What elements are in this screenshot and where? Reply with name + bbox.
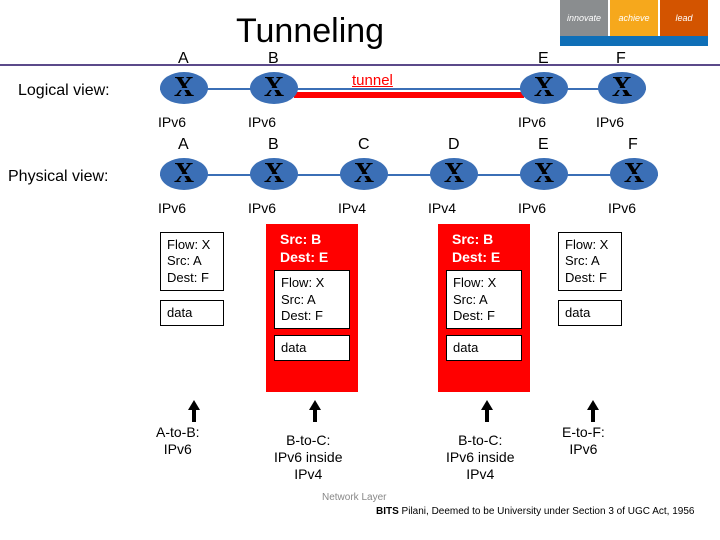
encapsulated-packet: Src: BDest: EFlow: XSrc: ADest: F data: [266, 224, 358, 392]
router-letter: B: [268, 50, 279, 68]
header-rule: [0, 64, 720, 66]
router-letter: C: [358, 136, 370, 154]
packet-flow-box: data: [558, 300, 622, 326]
brand-tabs: innovateachievelead: [560, 0, 708, 36]
footer-layer: Network Layer: [322, 492, 386, 503]
proto-label: IPv6: [608, 200, 636, 216]
proto-label: IPv6: [248, 114, 276, 130]
logical-view-label: Logical view:: [18, 82, 110, 100]
link-line: [160, 174, 658, 176]
footer-bits: BITS Pilani, Deemed to be University und…: [376, 506, 695, 517]
packet-flow-box: Flow: XSrc: ADest: F: [558, 232, 622, 291]
link-line: [160, 88, 646, 90]
packet-flow-box: Flow: XSrc: ADest: F: [160, 232, 224, 291]
inner-flow-box: Flow: XSrc: ADest: F: [446, 270, 522, 329]
packet-caption: A-to-B:IPv6: [156, 424, 200, 458]
page-title: Tunneling: [236, 12, 384, 51]
brand-tab: achieve: [610, 0, 658, 36]
router-letter: E: [538, 136, 549, 154]
arrow-up-icon: [308, 400, 322, 422]
router-letter: F: [616, 50, 626, 68]
arrow-up-icon: [586, 400, 600, 422]
brand-accent: [560, 36, 708, 46]
proto-label: IPv6: [596, 114, 624, 130]
proto-label: IPv6: [158, 200, 186, 216]
arrow-up-icon: [480, 400, 494, 422]
brand-tab: innovate: [560, 0, 608, 36]
proto-label: IPv6: [158, 114, 186, 130]
router-letter: F: [628, 136, 638, 154]
packet-caption: B-to-C:IPv6 insideIPv4: [446, 432, 514, 482]
tunnel-label: tunnel: [352, 72, 393, 89]
brand-tab: lead: [660, 0, 708, 36]
proto-label: IPv6: [518, 200, 546, 216]
inner-flow-box: Flow: XSrc: ADest: F: [274, 270, 350, 329]
arrow-up-icon: [187, 400, 201, 422]
proto-label: IPv4: [338, 200, 366, 216]
router-letter: A: [178, 50, 189, 68]
router-letter: E: [538, 50, 549, 68]
packet-caption: B-to-C:IPv6 insideIPv4: [274, 432, 342, 482]
proto-label: IPv6: [248, 200, 276, 216]
physical-view-label: Physical view:: [8, 168, 108, 186]
packet-flow-box: data: [160, 300, 224, 326]
tunnel-bar: [294, 92, 524, 98]
inner-data-box: data: [446, 335, 522, 361]
packet-caption: E-to-F:IPv6: [562, 424, 605, 458]
proto-label: IPv6: [518, 114, 546, 130]
outer-header: Src: BDest: E: [274, 226, 350, 270]
router-letter: A: [178, 136, 189, 154]
router-letter: D: [448, 136, 460, 154]
inner-data-box: data: [274, 335, 350, 361]
encapsulated-packet: Src: BDest: EFlow: XSrc: ADest: F data: [438, 224, 530, 392]
router-letter: B: [268, 136, 279, 154]
outer-header: Src: BDest: E: [446, 226, 522, 270]
proto-label: IPv4: [428, 200, 456, 216]
